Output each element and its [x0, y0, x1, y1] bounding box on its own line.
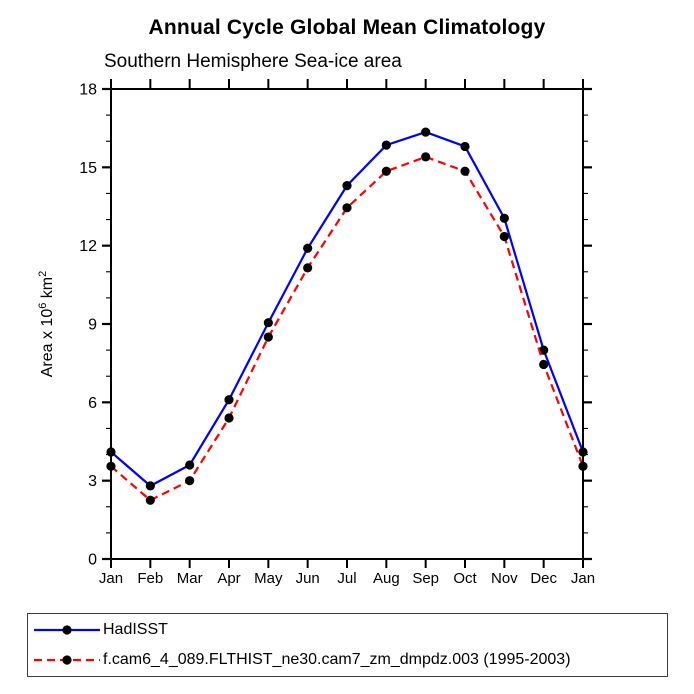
x-tick-label: Oct [453, 570, 477, 587]
series-model [106, 152, 588, 505]
dashed-line-marker-icon [34, 655, 100, 665]
data-point-marker [106, 461, 116, 471]
x-tick-label: Nov [491, 570, 518, 587]
y-tick-label: 9 [88, 317, 97, 334]
data-point-marker [539, 345, 549, 355]
data-point-marker [263, 332, 273, 342]
x-tick-label: Apr [217, 570, 240, 587]
x-tick-label: Mar [177, 570, 203, 587]
data-point-marker [145, 495, 155, 505]
y-tick-label: 12 [79, 238, 97, 255]
solid-line-marker-icon [34, 625, 100, 635]
y-tick-label: 3 [88, 473, 97, 490]
legend-item-hadisst: HadISST [28, 615, 667, 645]
data-point-marker [578, 447, 588, 457]
data-point-marker [342, 181, 352, 191]
y-tick-label: 0 [88, 552, 97, 569]
data-point-marker [145, 481, 155, 491]
plot-frame [110, 88, 584, 560]
data-point-marker [263, 318, 273, 328]
data-point-marker [185, 476, 195, 486]
chart-subtitle: Southern Hemisphere Sea-ice area [104, 51, 402, 72]
data-point-marker [381, 140, 391, 150]
data-point-marker [224, 413, 234, 423]
y-tick-label: 15 [79, 160, 97, 177]
x-tick-label: Jul [337, 570, 356, 587]
data-point-marker [421, 127, 431, 137]
x-tick-label: May [254, 570, 283, 587]
y-tick-label: 18 [79, 82, 97, 99]
data-point-marker [381, 166, 391, 176]
data-point-marker [303, 263, 313, 273]
data-point-marker [499, 213, 509, 223]
data-point-marker [460, 141, 470, 152]
chart-title: Annual Cycle Global Mean Climatology [148, 16, 546, 39]
data-point-marker [421, 152, 431, 162]
plot-canvas: 0 3 6 9 12 15 18 Jan Feb Mar Apr May Jun Jul Aug Sep Oct… [37, 79, 595, 587]
data-point-marker [539, 359, 549, 370]
data-point-marker [342, 203, 352, 213]
data-point-marker [106, 447, 116, 457]
legend-box: HadISST f.cam6_4_089.FLTHIST_ne30.cam7_z… [27, 613, 668, 677]
axes: 0 3 6 9 12 15 18 Jan Feb Mar Apr May Jun Jul Aug Sep Oct… [79, 79, 595, 587]
x-tick-label: Feb [137, 570, 163, 587]
series-hadisst [106, 127, 588, 491]
data-point-marker [460, 166, 470, 176]
data-point-marker [578, 461, 588, 471]
data-point-marker [303, 243, 313, 253]
x-tick-label: Jun [296, 570, 320, 587]
legend-item-model: f.cam6_4_089.FLTHIST_ne30.cam7_zm_dmpdz.… [28, 645, 667, 675]
y-tick-label: 6 [88, 395, 97, 412]
data-point-marker [499, 231, 509, 242]
y-axis-title: Area x 106 km2 [37, 271, 56, 378]
data-point-marker [185, 460, 195, 470]
x-tick-label: Aug [373, 570, 400, 587]
x-tick-label: Sep [412, 570, 439, 587]
legend-label-hadisst: HadISST [103, 620, 168, 638]
x-tick-label: Jan [571, 570, 595, 587]
x-tick-label: Jan [99, 570, 123, 587]
x-tick-label: Dec [530, 570, 557, 587]
legend-label-model: f.cam6_4_089.FLTHIST_ne30.cam7_zm_dmpdz.… [103, 651, 571, 669]
data-point-marker [224, 395, 234, 405]
